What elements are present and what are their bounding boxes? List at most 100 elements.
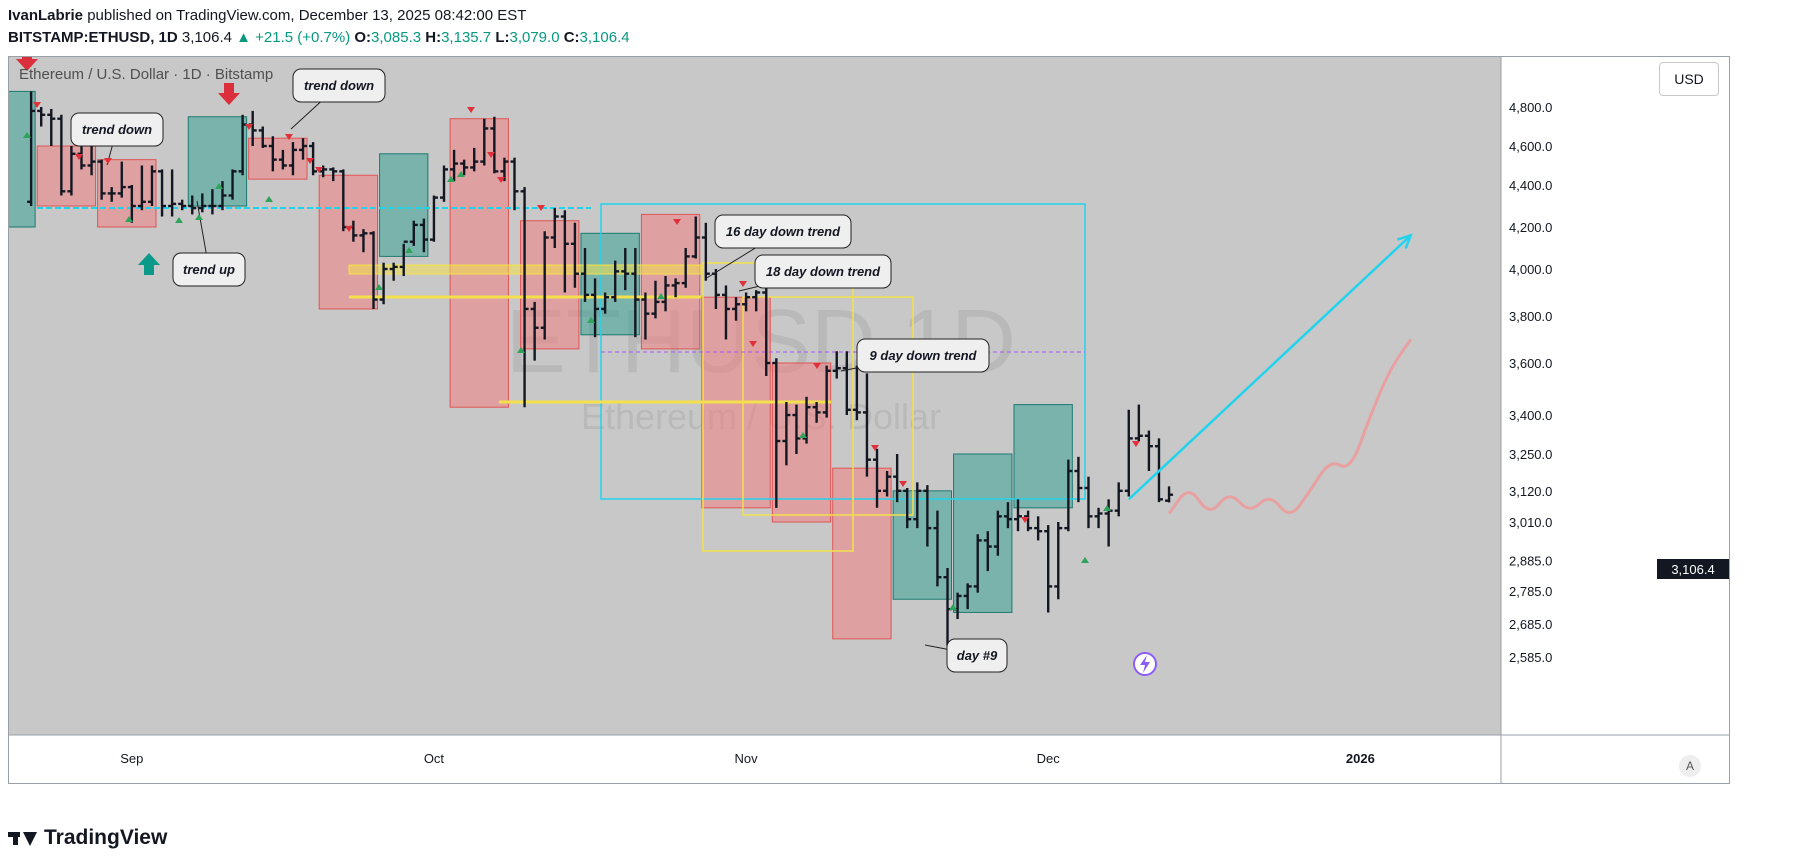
- ohlc-bar: [721, 285, 730, 340]
- ohlc-bar: [379, 262, 388, 305]
- currency-button[interactable]: USD: [1659, 62, 1719, 96]
- ohlc-bar: [651, 280, 660, 319]
- buy-signal-icon: [125, 216, 133, 222]
- ohlc-bar: [873, 448, 882, 508]
- ohlc-bar: [822, 365, 831, 418]
- ohlc-bar: [883, 471, 892, 497]
- buy-signal-icon: [949, 604, 957, 610]
- projection-arrow-head: [1396, 233, 1413, 249]
- callout-box: [70, 112, 164, 147]
- last-price-tag: 3,106.4: [1657, 559, 1729, 579]
- author-name[interactable]: IvanLabrie: [8, 7, 84, 24]
- ohlc-bar: [560, 210, 569, 293]
- annotation-callout: trend down: [70, 112, 164, 166]
- ohlc-bar: [923, 485, 932, 547]
- ohlc-bar: [782, 402, 791, 466]
- ohlc-bar: [168, 169, 177, 217]
- zone-down-13: [832, 467, 892, 640]
- ohlc-bar: [57, 114, 66, 196]
- open-value: 3,085.3: [371, 29, 422, 46]
- ohlc-bar: [127, 185, 136, 223]
- annotation-callout: 9 day down trend: [840, 338, 990, 373]
- sell-signal-icon: [537, 205, 545, 211]
- zone-up-6: [379, 153, 429, 257]
- projection-arrow-line: [1127, 234, 1412, 501]
- ohlc-bar: [1084, 476, 1093, 529]
- lightning-bolt-icon: [1140, 655, 1150, 673]
- y-tick-label: 3,400.0: [1509, 408, 1552, 423]
- sell-signal-icon: [673, 219, 681, 225]
- ohlc-bar: [530, 301, 539, 361]
- ohlc-bar: [862, 373, 871, 477]
- auto-scale-button[interactable]: A: [1679, 755, 1701, 777]
- ohlc-bar: [993, 510, 1002, 556]
- ohlc-bar: [1074, 456, 1083, 503]
- ohlc-bar: [268, 136, 277, 172]
- ohlc-bar: [762, 287, 771, 376]
- y-tick-label: 2,785.0: [1509, 584, 1552, 599]
- ohlc-bar: [490, 116, 499, 174]
- zone-down-4: [248, 137, 308, 180]
- ohlc-bar: [540, 231, 549, 340]
- ohlc-bar: [299, 138, 308, 160]
- sell-signal-icon: [1021, 517, 1029, 523]
- ohlc-bar: [399, 240, 408, 277]
- ohlc-bar: [1034, 516, 1043, 541]
- zone-down-8: [520, 220, 580, 350]
- callout-box: [172, 252, 246, 287]
- yellow-range-box-2: [742, 296, 914, 516]
- symbol-label: BITSTAMP:ETHUSD, 1D: [8, 29, 178, 46]
- sell-signal-icon: [306, 158, 314, 164]
- zone-up-15: [953, 453, 1013, 613]
- chart-symbol-title: Ethereum / U.S. Dollar · 1D · Bitstamp: [19, 66, 274, 83]
- buy-signal-icon: [799, 432, 807, 438]
- callout-box: [754, 254, 892, 289]
- ohlc-bar: [570, 222, 579, 288]
- ohlc-bar: [802, 396, 811, 444]
- callout-box: [292, 68, 386, 103]
- ohlc-bar: [47, 108, 56, 146]
- ohlc-bar: [752, 290, 761, 312]
- ohlc-bar: [701, 222, 710, 281]
- ohlc-bar: [198, 193, 207, 213]
- ohlc-bar: [611, 260, 620, 302]
- y-tick-label: 2,585.0: [1509, 650, 1552, 665]
- ohlc-bar: [520, 187, 529, 408]
- time-axis: [9, 735, 1501, 783]
- sell-signal-icon: [285, 134, 293, 140]
- ohlc-bar: [963, 583, 972, 610]
- ohlc-bar: [258, 126, 267, 148]
- quote-line: BITSTAMP:ETHUSD, 1D 3,106.4 ▲ +21.5 (+0.…: [8, 28, 630, 48]
- callout-box: [714, 214, 852, 249]
- x-tick-label: Nov: [735, 751, 759, 766]
- sell-signal-icon: [33, 102, 41, 108]
- buy-signal-icon: [1103, 505, 1111, 511]
- annotation-callout: day #9: [924, 638, 1008, 673]
- ohlc-bar: [1054, 522, 1063, 600]
- ohlc-bar: [812, 402, 821, 423]
- tradingview-wordmark: TradingView: [44, 826, 168, 849]
- ohlc-bar: [409, 220, 418, 246]
- tradingview-logo[interactable]: TradingView: [8, 826, 167, 850]
- ohlc-bar: [550, 208, 559, 248]
- zone-down-12: [771, 362, 832, 523]
- ohlc-bar: [188, 195, 197, 215]
- callout-text: trend up: [183, 262, 235, 277]
- ohlc-bar: [1064, 459, 1073, 532]
- high-label: H:: [425, 29, 442, 46]
- ohlc-bar: [97, 159, 106, 200]
- ohlc-bar: [67, 146, 76, 196]
- red-sell-arrow-icon: [218, 83, 240, 105]
- ohlc-bar: [27, 91, 36, 206]
- ohlc-bar: [389, 262, 398, 281]
- y-tick-label: 4,000.0: [1509, 262, 1552, 277]
- annotation-callout: trend down: [290, 68, 386, 130]
- buy-signal-icon: [517, 347, 525, 353]
- y-tick-label: 3,120.0: [1509, 484, 1552, 499]
- zone-up-16: [1013, 404, 1073, 509]
- projection-path: [1167, 338, 1412, 515]
- ohlc-bar: [631, 248, 640, 338]
- buy-signal-icon: [457, 171, 465, 177]
